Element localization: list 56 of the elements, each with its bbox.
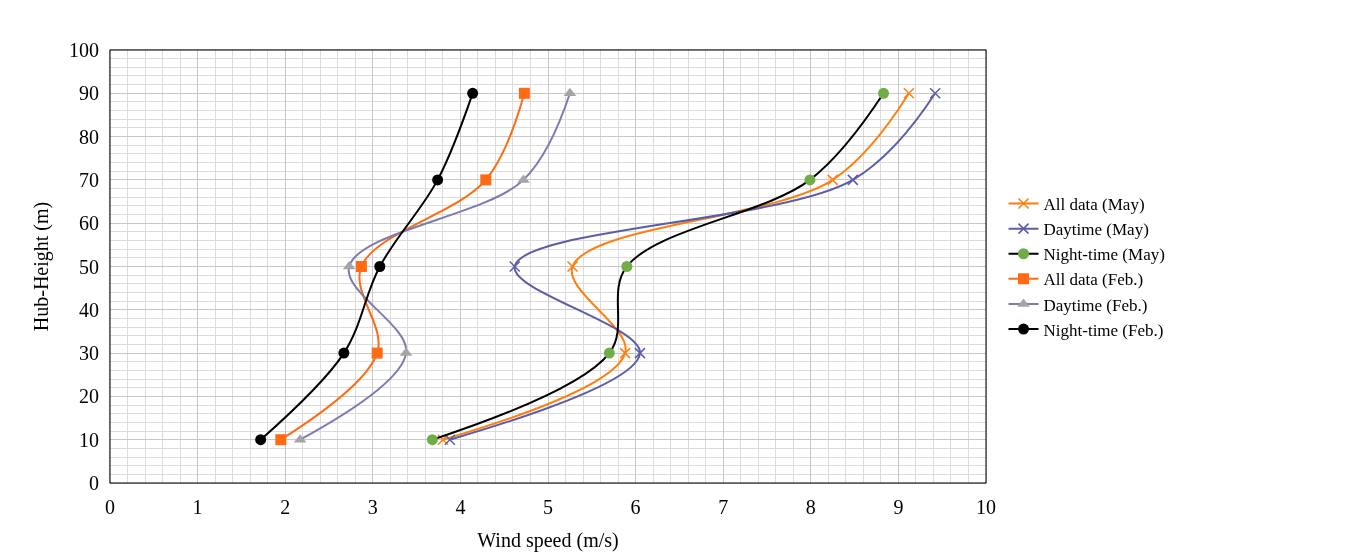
- x-tick-label: 2: [280, 496, 291, 518]
- x-tick-label: 4: [455, 496, 466, 518]
- y-tick-label: 80: [79, 125, 99, 148]
- point: [621, 261, 633, 272]
- point: [566, 260, 579, 273]
- legend-label: Daytime (May): [1043, 220, 1149, 240]
- point: [847, 174, 859, 186]
- x-tick-label: 6: [630, 496, 641, 518]
- point: [275, 434, 287, 446]
- point: [338, 347, 350, 359]
- point: [444, 433, 456, 446]
- point: [355, 261, 367, 272]
- legend-label: All data (May): [1043, 195, 1145, 215]
- legend-label: All data (Feb.): [1043, 270, 1144, 290]
- legend-label: Daytime (Feb.): [1043, 295, 1148, 315]
- x-tick-label: 9: [893, 496, 904, 518]
- y-tick-label: 40: [79, 298, 99, 321]
- point: [467, 87, 479, 99]
- point: [374, 261, 386, 272]
- y-tick-label: 60: [79, 212, 99, 235]
- point: [563, 87, 577, 97]
- point: [929, 87, 941, 100]
- point: [371, 347, 383, 359]
- x-tick-label: 3: [367, 496, 378, 518]
- x-tick-label: 5: [543, 496, 553, 518]
- x-tick-label: 1: [192, 496, 203, 518]
- point: [480, 174, 492, 186]
- point: [826, 174, 839, 186]
- legend-label: Night-time (Feb.): [1043, 320, 1164, 340]
- point: [426, 434, 438, 446]
- x-tick-label: 0: [105, 496, 115, 518]
- point: [518, 87, 530, 99]
- point: [432, 174, 444, 186]
- point: [619, 347, 631, 359]
- y-tick-label: 70: [79, 168, 99, 191]
- y-tick-label: 20: [79, 385, 99, 408]
- point: [634, 347, 646, 359]
- y-tick-label: 10: [79, 428, 99, 451]
- legend-label: Night-time (May): [1043, 245, 1165, 265]
- y-axis-title: Hub-Height (m): [29, 201, 53, 332]
- point: [508, 260, 521, 273]
- point: [255, 434, 267, 446]
- y-tick-label: 0: [89, 472, 99, 494]
- x-axis-title: Wind speed (m/s): [477, 528, 619, 552]
- y-tick-label: 30: [79, 342, 99, 365]
- y-tick-label: 100: [69, 39, 99, 61]
- x-tick-label: 10: [976, 496, 996, 518]
- point: [903, 87, 915, 100]
- y-tick-label: 50: [79, 255, 99, 278]
- y-tick-label: 90: [79, 82, 99, 105]
- point: [804, 174, 816, 186]
- point: [603, 347, 615, 359]
- point: [878, 87, 890, 99]
- x-tick-label: 8: [805, 496, 816, 518]
- point: [437, 433, 449, 446]
- x-tick-label: 7: [718, 496, 729, 518]
